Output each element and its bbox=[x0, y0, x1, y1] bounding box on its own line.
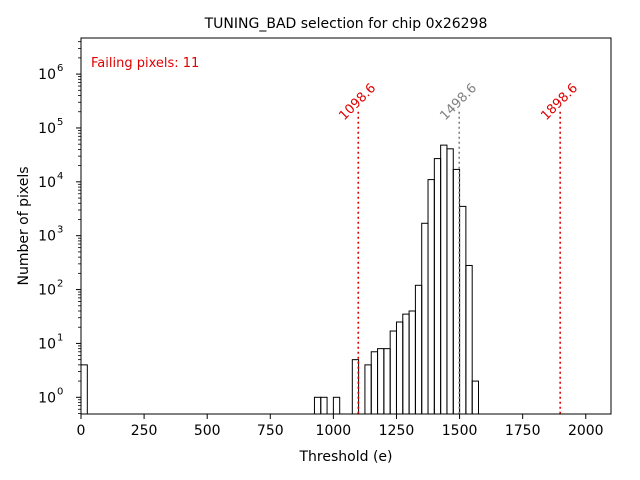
x-tick-label: 2000 bbox=[568, 423, 604, 439]
y-tick-label: 10 bbox=[38, 175, 56, 191]
y-tick-exponent: 3 bbox=[57, 225, 63, 236]
y-tick-exponent: 1 bbox=[57, 332, 63, 343]
x-tick-label: 750 bbox=[257, 423, 284, 439]
x-tick-label: 500 bbox=[194, 423, 221, 439]
x-tick-label: 1000 bbox=[316, 423, 352, 439]
failing-pixels-annotation: Failing pixels: 11 bbox=[91, 56, 199, 71]
x-axis-ticks: 0 250 500 750 1000 1250 1500 1750 2000 bbox=[77, 414, 604, 439]
y-tick-label: 10 bbox=[38, 336, 56, 352]
y-tick-label: 10 bbox=[38, 229, 56, 245]
y-tick-exponent: 6 bbox=[57, 63, 63, 74]
y-axis-label: Number of pixels bbox=[16, 166, 32, 285]
plot-area bbox=[81, 38, 611, 414]
x-tick-label: 250 bbox=[131, 423, 158, 439]
chart-title: TUNING_BAD selection for chip 0x26298 bbox=[204, 16, 488, 32]
y-tick-exponent: 4 bbox=[57, 171, 63, 182]
y-tick-label: 10 bbox=[38, 390, 56, 406]
x-tick-label: 0 bbox=[77, 423, 86, 439]
x-tick-label: 1750 bbox=[505, 423, 541, 439]
y-tick-label: 10 bbox=[38, 67, 56, 83]
y-tick-label: 10 bbox=[38, 283, 56, 299]
x-tick-label: 1250 bbox=[379, 423, 415, 439]
x-tick-label: 1500 bbox=[442, 423, 478, 439]
plot-frame bbox=[80, 37, 612, 415]
y-tick-exponent: 2 bbox=[57, 279, 63, 290]
x-axis-label: Threshold (e) bbox=[299, 449, 393, 465]
histogram-bars bbox=[80, 144, 480, 415]
y-tick-label: 10 bbox=[38, 121, 56, 137]
y-tick-exponent: 5 bbox=[57, 117, 63, 128]
y-tick-exponent: 0 bbox=[57, 386, 63, 397]
